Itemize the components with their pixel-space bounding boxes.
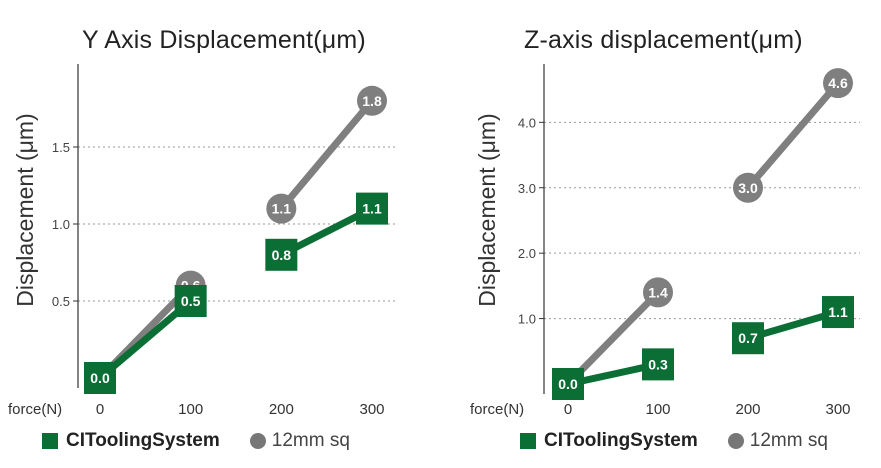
data-point-circle — [733, 172, 763, 203]
legend-label-12mm: 12mm sq — [749, 430, 828, 451]
chart-panel-y: Y Axis Displacement(μm) 0.5 1.0 1.5 Displac… — [0, 0, 440, 468]
data-point-circle — [266, 193, 297, 224]
legend-circle-icon — [249, 433, 266, 449]
data-point-square — [174, 285, 207, 317]
legend-label-12mm: 12mm sq — [271, 430, 350, 451]
data-point-square — [732, 322, 764, 355]
data-point-square — [265, 238, 298, 271]
y-axis-title: Displacement (μm) — [474, 113, 500, 306]
data-label: 0.0 — [558, 376, 578, 392]
data-label: 1.8 — [362, 93, 382, 109]
data-label: 1.1 — [828, 304, 848, 320]
data-label: 1.4 — [648, 284, 668, 300]
x-tick-label: 300 — [825, 401, 850, 418]
y-tick-label: 1.0 — [518, 312, 536, 327]
x-axis-title: force(N) — [470, 401, 524, 418]
data-label: 4.6 — [828, 75, 848, 91]
data-label: 0.3 — [648, 356, 668, 372]
legend: CIToolingSystem 12mm sq — [42, 430, 350, 452]
data-label: 0.5 — [181, 293, 201, 309]
legend-square-icon — [42, 433, 58, 449]
data-label: 0.0 — [90, 370, 110, 386]
x-tick-label: 0 — [96, 401, 104, 418]
x-tick-label: 0 — [564, 401, 572, 418]
data-label: 3.0 — [738, 180, 758, 196]
series-line — [744, 79, 842, 192]
chart-panel-z: Z-axis displacement(μm) 1.0 2.0 3.0 4.0 Disp… — [440, 0, 881, 468]
data-point-square — [642, 348, 674, 381]
x-tick-label: 200 — [269, 401, 294, 418]
data-point-circle — [823, 68, 853, 99]
y-tick-label: 1.0 — [52, 217, 70, 232]
chart-y-axis-displacement: 0.5 1.0 1.5 Displacement (μm) force(N) 0 100 20… — [8, 64, 395, 418]
data-label: 1.1 — [362, 201, 382, 217]
legend: CIToolingSystem 12mm sq — [520, 430, 828, 452]
x-tick-label: 200 — [735, 401, 760, 418]
data-point-square — [356, 192, 388, 225]
legend-label-citooling: CIToolingSystem — [66, 430, 220, 451]
data-point-square — [84, 362, 116, 394]
legend-circle-icon — [727, 433, 744, 449]
y-tick-label: 1.5 — [52, 140, 70, 155]
data-label: 0.7 — [738, 330, 758, 346]
chart-title: Z-axis displacement(μm) — [524, 26, 803, 54]
data-point-circle — [357, 85, 387, 116]
chart-title: Y Axis Displacement(μm) — [82, 26, 366, 54]
data-point-square — [822, 296, 854, 329]
series-line — [277, 97, 376, 213]
y-tick-label: 2.0 — [518, 246, 536, 261]
data-point-square — [552, 368, 584, 400]
y-tick-label: 4.0 — [518, 115, 536, 130]
legend-label-citooling: CIToolingSystem — [544, 430, 698, 451]
x-tick-label: 300 — [359, 401, 384, 418]
chart-z-axis-displacement: 1.0 2.0 3.0 4.0 Displacement (μm) force(N) 0 10… — [470, 64, 860, 418]
data-point-circle — [643, 277, 673, 308]
y-tick-label: 3.0 — [518, 181, 536, 196]
x-tick-label: 100 — [178, 401, 203, 418]
data-label: 0.8 — [272, 247, 292, 263]
legend-square-icon — [520, 433, 536, 449]
x-tick-label: 100 — [645, 401, 670, 418]
data-label: 1.1 — [272, 201, 292, 217]
y-axis-title: Displacement (μm) — [12, 113, 38, 306]
x-axis-title: force(N) — [8, 401, 62, 418]
y-tick-label: 0.5 — [52, 294, 70, 309]
